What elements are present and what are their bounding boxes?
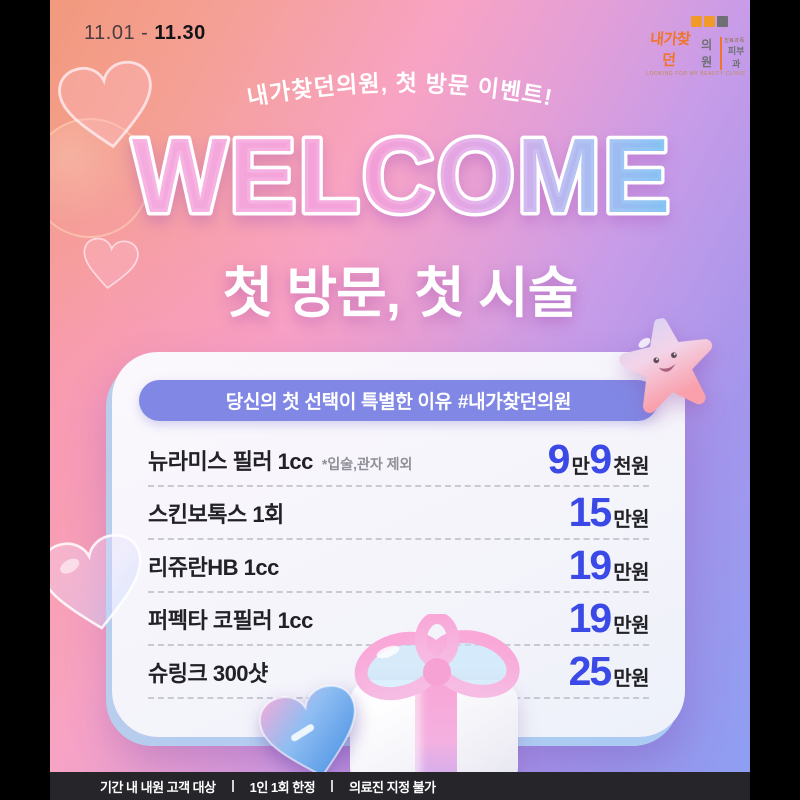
logo-clinic-text: 의원 [701, 38, 713, 69]
price-unit: 만 [571, 456, 590, 478]
gift-box-icon [320, 614, 550, 790]
price-unit: 만원 [613, 509, 649, 531]
event-date-range: 11.01 - 11.30 [84, 22, 206, 45]
treatment-name: 스킨보톡스 1회 [148, 501, 284, 527]
price-unit: 만원 [613, 615, 649, 637]
treatment-name: 리쥬란HB 1cc [148, 554, 279, 580]
treatment-note: *입술,관자 제외 [321, 455, 413, 472]
price-number: 25 [568, 648, 613, 694]
treatment-name: 뉴라미스 필러 1cc [148, 448, 313, 474]
footer-condition: 의료진 지정 불가 [349, 779, 436, 795]
price-unit: 만원 [613, 562, 649, 584]
price-number: 15 [568, 489, 613, 535]
price-number: 19 [568, 595, 613, 641]
logo-face-icons [670, 16, 748, 27]
treatment-price: 15 만원 [568, 489, 650, 535]
date-start: 11.01 - [84, 22, 149, 44]
price-number: 19 [568, 542, 613, 588]
glossy-heart-icon [258, 684, 356, 778]
card-header-regular: 당신의 첫 선택이 특별한 이유 [225, 392, 452, 413]
card-header-pill: 당신의 첫 선택이 특별한 이유 #내가찾던의원 [139, 380, 658, 421]
clinic-logo: 내가찾던 의원 진료과목 피부과 LOOKING FOR MY BEAUTY C… [644, 16, 748, 77]
card-header-hashtag: #내가찾던의원 [457, 392, 572, 413]
price-row: 리쥬란HB 1cc 19 만원 [148, 540, 649, 593]
logo-dept-label: 진료과목 [724, 38, 745, 44]
price-number: 9 [547, 436, 571, 482]
date-end: 11.30 [154, 22, 206, 44]
footer-conditions-bar: 기간 내 내원 고객 대상 1인 1회 한정 의료진 지정 불가 [50, 772, 750, 800]
welcome-title: WELCOME [129, 114, 674, 239]
logo-tagline: LOOKING FOR MY BEAUTY CLINIC [646, 71, 746, 77]
treatment-price: 9 만 9 천원 [547, 436, 650, 482]
logo-dept: 피부과 [727, 46, 745, 69]
footer-condition: 기간 내 내원 고객 대상 [100, 779, 216, 795]
footer-divider [331, 780, 334, 792]
welcome-title-text: WELCOME [132, 117, 672, 235]
subtitle-bold: 첫 시술 [414, 262, 578, 324]
star-character-icon [619, 317, 713, 413]
treatment-price: 19 만원 [568, 595, 650, 641]
arc-subtitle: 내가찾던의원, 첫 방문 이벤트! [245, 70, 554, 111]
treatment-price: 19 만원 [568, 542, 650, 588]
price-unit: 만원 [613, 668, 649, 690]
heart-outline-small-icon [83, 237, 139, 290]
price-row: 스킨보톡스 1회 15 만원 [148, 487, 649, 540]
hero-subtitle: 첫 방문, 첫 시술 [50, 248, 750, 328]
heart-outline-large-icon [58, 60, 152, 149]
subtitle-regular: 첫 방문, [222, 262, 415, 324]
gift-bow-icon [354, 614, 520, 701]
price-number: 9 [589, 436, 612, 482]
glass-heart-icon [50, 534, 142, 630]
footer-condition: 1인 1회 한정 [249, 779, 316, 795]
price-unit: 천원 [613, 456, 649, 478]
treatment-name: 슈링크 300샷 [148, 660, 268, 686]
treatment-name: 퍼펙타 코필러 1cc [148, 607, 313, 633]
event-poster: 11.01 - 11.30 내가찾던 의원 진료과목 피부과 LOOKING F… [50, 0, 750, 800]
treatment-price: 25 만원 [568, 648, 650, 694]
footer-divider [231, 780, 234, 792]
price-row: 뉴라미스 필러 1cc *입술,관자 제외 9 만 9 천원 [148, 434, 649, 487]
